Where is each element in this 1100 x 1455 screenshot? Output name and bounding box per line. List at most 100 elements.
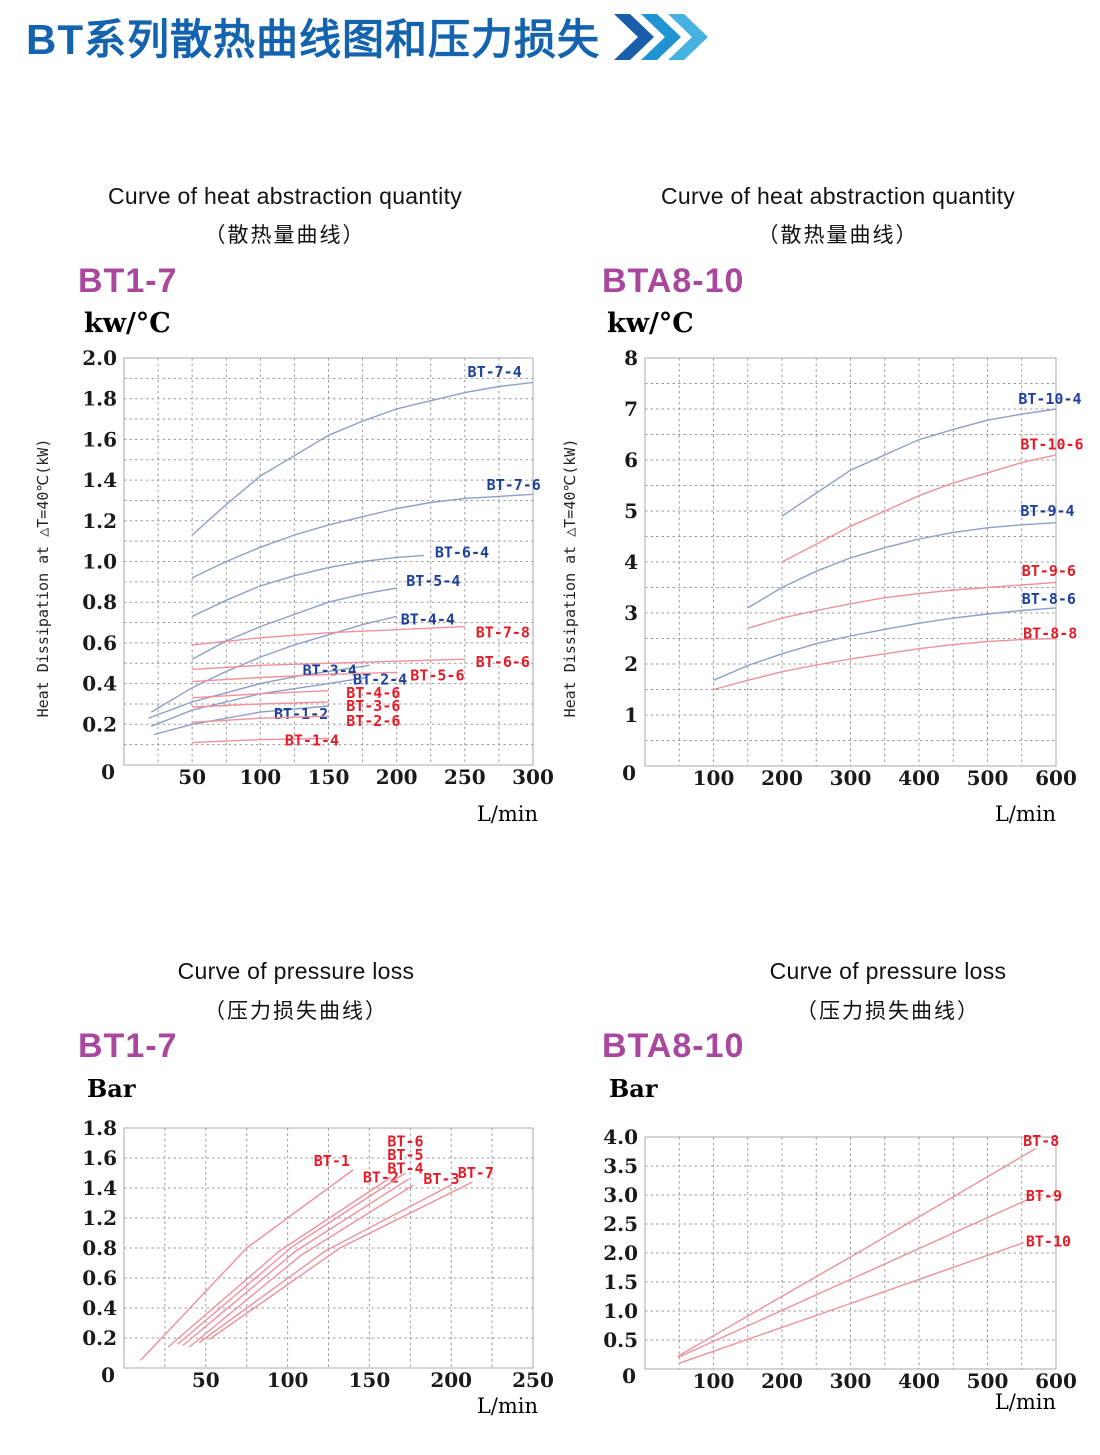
y-tick-label: 3.5 <box>603 1154 638 1178</box>
y-tick-label: 3 <box>624 601 638 625</box>
x-tick-label: 250 <box>512 1368 554 1392</box>
curve-label-BT-5-6: BT-5-6 <box>410 666 464 684</box>
chevron-icon <box>641 13 681 60</box>
y-tick-label: 0.6 <box>82 1266 117 1290</box>
y-tick-label: 4 <box>624 550 638 574</box>
curve-BT-2-6 <box>192 715 329 723</box>
x-unit-label: L/min <box>994 802 1056 826</box>
curve-BT-5 <box>182 1178 410 1347</box>
curve-label-BT-9: BT-9 <box>1026 1187 1062 1205</box>
y-tick-label: 1.0 <box>603 1299 638 1323</box>
y-unit-label: kw/°C <box>84 308 171 339</box>
y-tick-label: 1.0 <box>82 550 117 574</box>
curve-label-BT-2: BT-2 <box>363 1169 399 1187</box>
plot-border <box>644 357 1057 767</box>
curve-label-BT-8-6: BT-8-6 <box>1022 590 1076 608</box>
chart-title: Curve of heat abstraction quantity <box>107 183 463 209</box>
curve-BT-3 <box>198 1184 452 1344</box>
x-tick-label: 50 <box>178 765 206 789</box>
chevron-icon <box>668 13 708 60</box>
y-tick-label: 8 <box>624 346 638 370</box>
chart-title: Curve of pressure loss <box>769 958 1007 984</box>
curve-label-BT-4: BT-4 <box>387 1160 423 1178</box>
x-unit-label: L/min <box>476 1394 538 1418</box>
curve-label-BT-4-4: BT-4-4 <box>401 610 455 628</box>
chart-subtitle: （压力损失曲线） <box>796 999 980 1023</box>
curve-label-BT-6-6: BT-6-6 <box>476 653 530 671</box>
y-tick-label: 6 <box>624 448 638 472</box>
origin-label: 0 <box>622 761 636 785</box>
x-tick-label: 600 <box>1035 1369 1077 1393</box>
y-tick-label: 1.8 <box>82 1116 117 1140</box>
chart-subtitle: （压力损失曲线） <box>204 999 388 1023</box>
curve-BT-10-4 <box>781 408 1057 517</box>
curve-BT-2-4 <box>151 676 367 727</box>
y-tick-label: 2.5 <box>603 1212 638 1236</box>
origin-label: 0 <box>622 1364 636 1388</box>
y-tick-label: 4.0 <box>603 1125 638 1149</box>
y-tick-label: 3.0 <box>603 1183 638 1207</box>
curve-BT-6-6 <box>192 658 465 671</box>
curve-label-BT-8-8: BT-8-8 <box>1023 624 1077 642</box>
y-tick-label: 1.5 <box>603 1270 638 1294</box>
curve-label-BT-6-4: BT-6-4 <box>435 543 489 561</box>
curve-label-BT-3-6: BT-3-6 <box>346 697 400 715</box>
y-tick-label: 1.2 <box>82 509 117 533</box>
curve-label-BT-10-4: BT-10-4 <box>1018 390 1081 408</box>
curve-label-BT-5-4: BT-5-4 <box>406 572 460 590</box>
y-tick-label: 1.8 <box>82 387 117 411</box>
curve-BT-6-4 <box>191 554 424 618</box>
curve-label-BT-4-6: BT-4-6 <box>346 684 400 702</box>
curve-label-BT-10-6: BT-10-6 <box>1020 436 1083 454</box>
x-tick-label: 50 <box>192 1368 220 1392</box>
curve-label-BT-6: BT-6 <box>387 1133 423 1151</box>
x-tick-label: 300 <box>512 765 554 789</box>
chart-title: Curve of heat abstraction quantity <box>660 183 1016 209</box>
curve-label-BT-7-6: BT-7-6 <box>487 476 541 494</box>
chevrons-icon <box>614 13 708 60</box>
curve-label-BT-9-4: BT-9-4 <box>1020 502 1074 520</box>
curve-BT-2 <box>167 1176 392 1348</box>
curve-label-BT-7-4: BT-7-4 <box>468 363 522 381</box>
y-tick-label: 5 <box>624 499 638 523</box>
y-tick-label: 1.4 <box>82 468 117 492</box>
y-tick-label: 0.4 <box>82 672 117 696</box>
curve-label-BT-8: BT-8 <box>1023 1132 1059 1150</box>
x-tick-label: 150 <box>349 1368 391 1392</box>
curve-BT-7-6 <box>191 493 534 579</box>
x-tick-label: 100 <box>239 765 281 789</box>
curve-label-BT-10: BT-10 <box>1026 1232 1071 1250</box>
curve-BT-8-6 <box>713 607 1057 681</box>
y-tick-label: 0.6 <box>82 631 117 655</box>
y-tick-label: 7 <box>624 397 638 421</box>
x-tick-label: 100 <box>693 1369 735 1393</box>
y-tick-label: 0.5 <box>603 1328 638 1352</box>
curve-BT-4-6 <box>192 690 329 699</box>
curve-BT-8 <box>677 1147 1036 1357</box>
x-tick-label: 200 <box>430 1368 472 1392</box>
curve-BT-1-2 <box>153 705 329 736</box>
curve-BT-3-6 <box>192 701 329 708</box>
page-title: BT系列散热曲线图和压力损失 <box>26 6 718 67</box>
y-tick-label: 0.8 <box>82 1236 117 1260</box>
x-tick-label: 300 <box>830 766 872 790</box>
curve-label-BT-7: BT-7 <box>458 1164 494 1182</box>
x-tick-label: 150 <box>308 765 350 789</box>
plot-border <box>644 1136 1057 1370</box>
y-unit-label: Bar <box>87 1074 136 1103</box>
curve-BT-7 <box>208 1181 473 1341</box>
x-tick-label: 500 <box>967 1369 1009 1393</box>
x-tick-label: 200 <box>376 765 418 789</box>
curve-label-BT-1-2: BT-1-2 <box>274 705 328 723</box>
y-tick-label: 0.2 <box>82 1326 117 1350</box>
y-unit-label: Bar <box>609 1074 658 1103</box>
y-tick-label: 1.6 <box>82 1146 117 1170</box>
y-tick-label: 1.2 <box>82 1206 117 1230</box>
x-unit-label: L/min <box>994 1390 1056 1414</box>
curve-BT-10-6 <box>781 454 1057 563</box>
origin-label: 0 <box>101 1363 115 1387</box>
curve-BT-3-4 <box>148 664 370 719</box>
curve-label-BT-1-4: BT-1-4 <box>285 732 339 750</box>
curve-label-BT-3: BT-3 <box>423 1170 459 1188</box>
